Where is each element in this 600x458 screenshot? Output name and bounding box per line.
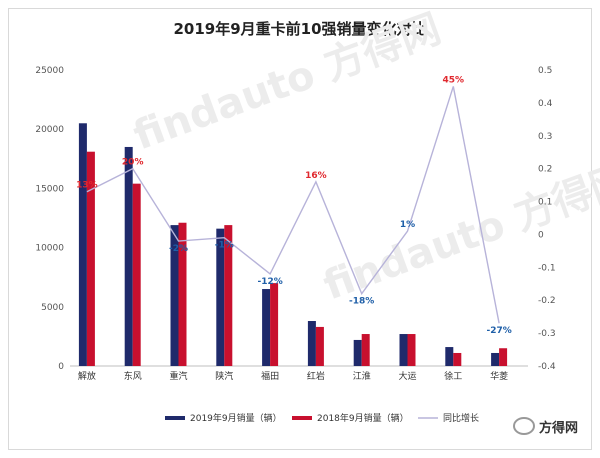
brand-logo: 方得网 (512, 417, 578, 436)
growth-line (86, 86, 500, 324)
bar-2019 (491, 352, 500, 366)
bar-2018 (453, 352, 462, 366)
growth-data-label: 1% (400, 220, 415, 230)
bar-2019 (216, 228, 225, 366)
y-left-tick-label: 25000 (35, 66, 64, 76)
bar-2019 (445, 347, 454, 366)
bar-2018 (315, 326, 324, 366)
y-left-tick-label: 0 (58, 362, 64, 372)
growth-data-label: 16% (305, 171, 327, 181)
x-tick-label: 华菱 (490, 370, 508, 382)
x-tick-label: 陕汽 (215, 370, 233, 382)
y-right-tick-label: 0.2 (538, 165, 552, 175)
brand-text: 方得网 (538, 421, 578, 436)
legend-growth-label: 同比增长 (443, 412, 479, 424)
bar-2019 (307, 321, 316, 366)
bar-2018 (407, 334, 416, 366)
bar-2018 (499, 348, 508, 366)
y-right-tick-label: 0.1 (538, 198, 552, 208)
legend-2019-label: 2019年9月销量（辆） (190, 412, 282, 424)
y-left-tick-label: 15000 (35, 184, 64, 194)
bar-2019 (262, 289, 271, 366)
y-right-tick-label: 0.5 (538, 66, 552, 76)
y-right-tick-label: -0.4 (538, 362, 556, 372)
x-tick-label: 重汽 (169, 370, 187, 382)
bar-2019 (170, 225, 179, 366)
x-tick-label: 福田 (261, 370, 279, 382)
bar-2018 (132, 183, 141, 366)
growth-data-label: -27% (486, 326, 511, 336)
y-right-tick-label: 0.3 (538, 132, 552, 142)
x-tick-label: 江淮 (353, 371, 371, 382)
bar-2019 (124, 146, 133, 366)
bar-2019 (78, 123, 87, 366)
y-left-tick-label: 20000 (35, 125, 64, 135)
chart-title: 2019年9月重卡前10强销量变化对比 (173, 20, 427, 38)
x-tick-label: 东风 (124, 370, 142, 382)
bar-2018 (270, 283, 279, 366)
growth-data-label: -2% (169, 244, 188, 254)
growth-data-label: -1% (215, 241, 234, 251)
x-tick-label: 解放 (78, 370, 96, 382)
y-left-tick-label: 10000 (35, 244, 64, 254)
x-tick-label: 大运 (398, 370, 416, 382)
bar-2019 (399, 334, 408, 366)
y-right-tick-label: 0 (538, 230, 544, 240)
growth-data-label: -12% (257, 277, 282, 287)
legend-2019-swatch (165, 416, 185, 420)
bar-2018 (178, 222, 187, 366)
legend-2018-label: 2018年9月销量（辆） (317, 412, 409, 424)
wechat-icon (512, 417, 535, 435)
bar-2018 (224, 225, 233, 366)
watermark-text: findauto 方得网 (128, 6, 447, 160)
y-right-tick-label: 0.4 (538, 99, 553, 109)
legend-2018-swatch (292, 416, 312, 420)
bar-2018 (86, 151, 95, 366)
growth-data-label: 20% (122, 158, 144, 168)
y-right-tick-label: -0.3 (538, 329, 556, 339)
chart-frame (8, 8, 592, 450)
x-tick-label: 徐工 (444, 370, 462, 382)
bar-2019 (353, 339, 362, 366)
growth-data-label: 45% (443, 75, 465, 85)
y-right-tick-label: -0.2 (538, 296, 556, 306)
y-right-tick-label: -0.1 (538, 263, 556, 273)
y-left-tick-label: 5000 (41, 303, 64, 313)
growth-data-label: -18% (349, 297, 374, 307)
growth-data-label: 13% (76, 181, 98, 191)
bar-2018 (361, 334, 370, 366)
watermark-text: findauto 方得网 (318, 156, 600, 310)
x-tick-label: 红岩 (307, 370, 325, 382)
